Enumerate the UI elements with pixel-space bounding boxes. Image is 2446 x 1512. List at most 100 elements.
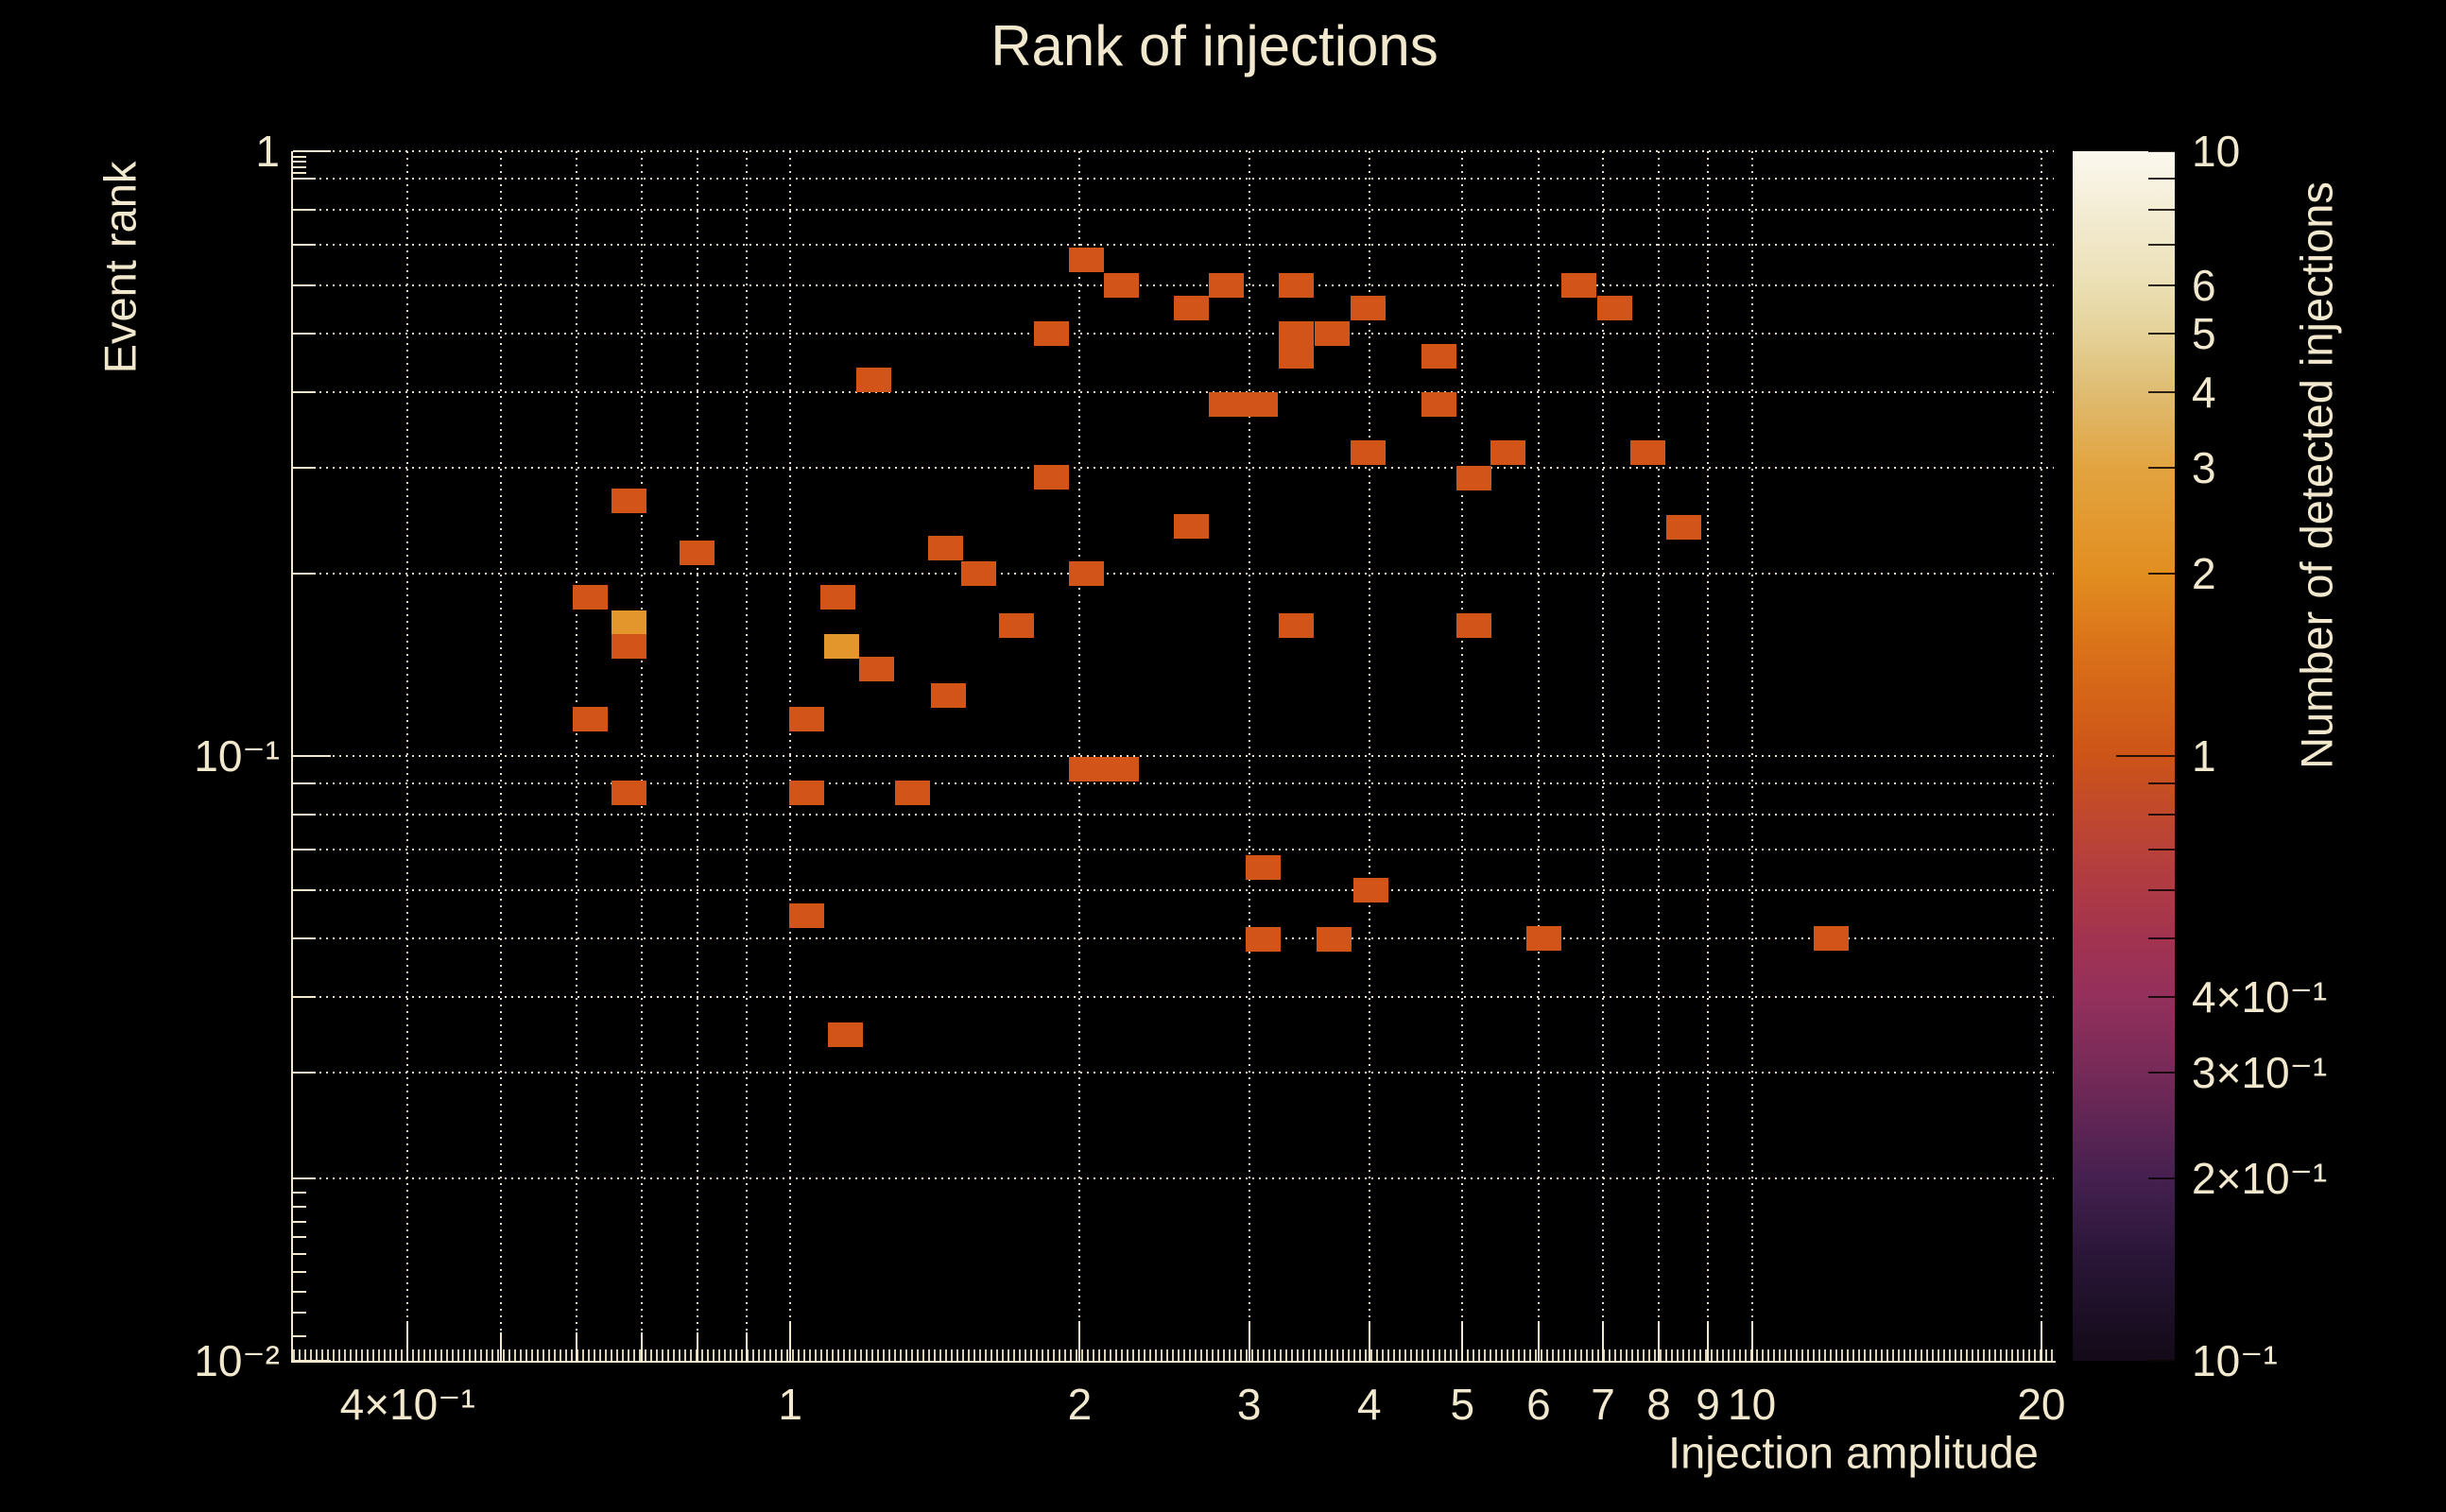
heatmap-cell [1456,613,1491,638]
x-tick-mark [1368,1321,1370,1361]
heatmap-cell [895,781,930,805]
heatmap-cell [789,903,824,928]
y-gridline [293,782,2054,785]
x-tick-mark [1537,1321,1540,1361]
heatmap-cell [1174,296,1209,320]
heatmap-cell [1351,440,1386,465]
y-tick-mark [293,888,316,891]
colorbar-minor-tick-mark [2148,178,2175,180]
colorbar-tick-label: 5 [2192,308,2216,358]
y-tick-mark [293,1177,316,1180]
y-tick-mark [293,782,316,785]
colorbar-tick-label: 3 [2192,442,2216,492]
colorbar-tick-mark [2116,755,2175,757]
heatmap-cell [999,613,1034,638]
x-tick-label: 5 [1450,1380,1475,1429]
x-tick-label: 10 [1728,1380,1777,1429]
y-tick-label: 10⁻¹ [194,731,280,781]
heatmap-cell [1561,273,1596,298]
y-minor-tick-mark [293,166,306,169]
heatmap-cell [1069,248,1104,272]
heatmap-cell [1034,321,1069,346]
y-axis-title: Event rank [95,161,146,374]
heatmap-cell [1490,440,1525,465]
y-minor-tick-mark [293,1271,306,1274]
y-gridline [293,755,2054,757]
y-tick-label: 10⁻² [194,1336,280,1385]
y-tick-mark [293,849,316,851]
y-minor-tick-mark [293,1334,306,1337]
x-tick-mark [1248,1321,1250,1361]
x-axis-minor-tick-comb [293,1349,2054,1361]
colorbar-tick-mark [2148,390,2175,393]
colorbar-tick-label: 10 [2192,127,2241,176]
heatmap-cell [789,781,824,805]
heatmap-cell [1174,514,1209,539]
y-tick-mark [293,573,316,576]
y-tick-mark [293,814,316,816]
y-gridline [293,466,2054,469]
x-tick-mark [1078,1321,1081,1361]
heatmap-cell [859,657,894,681]
x-tick-mark [2040,1321,2042,1361]
x-tick-mark [1658,1321,1661,1361]
heatmap-cell [824,634,859,659]
heatmap-cell [1279,273,1314,298]
x-axis-line [291,1361,2056,1363]
colorbar-tick-mark [2148,466,2175,469]
colorbar-tick-label: 2×10⁻¹ [2192,1154,2328,1204]
x-tick-mark [1750,1321,1753,1361]
y-minor-tick-mark [293,155,306,158]
x-tick-label: 4×10⁻¹ [339,1380,475,1429]
heatmap-cell [1814,926,1849,951]
heatmap-cell [1421,344,1456,369]
heatmap-cell [820,585,855,610]
heatmap-cell [1315,321,1350,346]
x-tick-mark [640,1332,643,1361]
y-gridline [293,209,2054,212]
heatmap-cell [1597,296,1632,320]
colorbar-tick-mark [2148,284,2175,286]
colorbar-tick-label: 1 [2192,731,2216,781]
heatmap-cell [856,368,891,392]
colorbar-tick-mark [2148,150,2175,152]
heatmap-cell [1034,465,1069,490]
y-tick-mark [293,936,316,939]
x-axis-title: Injection amplitude [1668,1427,2039,1478]
heatmap-cell [1104,273,1139,298]
y-tick-label: 1 [255,127,280,176]
colorbar-tick-mark [2148,1071,2175,1074]
y-gridline [293,849,2054,851]
y-tick-mark [293,332,316,335]
x-tick-mark [1461,1321,1464,1361]
heatmap-cell [573,707,608,731]
x-tick-mark [789,1321,792,1361]
x-tick-mark [696,1332,698,1361]
colorbar-title: Number of detected injections [2291,181,2342,769]
heatmap-cell [1209,392,1244,417]
heatmap-cell [928,536,963,560]
x-tick-mark [1707,1321,1710,1361]
x-tick-label: 4 [1356,1380,1382,1429]
y-gridline [293,995,2054,998]
y-minor-tick-mark [293,161,306,163]
x-tick-label: 9 [1696,1380,1720,1429]
heatmap-cell [1069,561,1104,586]
heatmap-cell [931,683,966,708]
heatmap-cell [1209,273,1244,298]
y-gridline [293,1177,2054,1180]
heatmap-cell [1279,321,1314,346]
y-axis-line [291,151,293,1363]
y-minor-tick-mark [293,1291,306,1294]
x-tick-mark [406,1321,409,1361]
y-tick-mark [293,466,316,469]
heatmap-cell [612,781,646,805]
heatmap-cell [1317,927,1352,952]
y-tick-mark [293,284,316,286]
y-minor-tick-mark [293,1253,306,1256]
x-tick-mark [1602,1321,1605,1361]
y-gridline [293,888,2054,891]
x-tick-label: 8 [1646,1380,1671,1429]
x-tick-label: 2 [1067,1380,1093,1429]
